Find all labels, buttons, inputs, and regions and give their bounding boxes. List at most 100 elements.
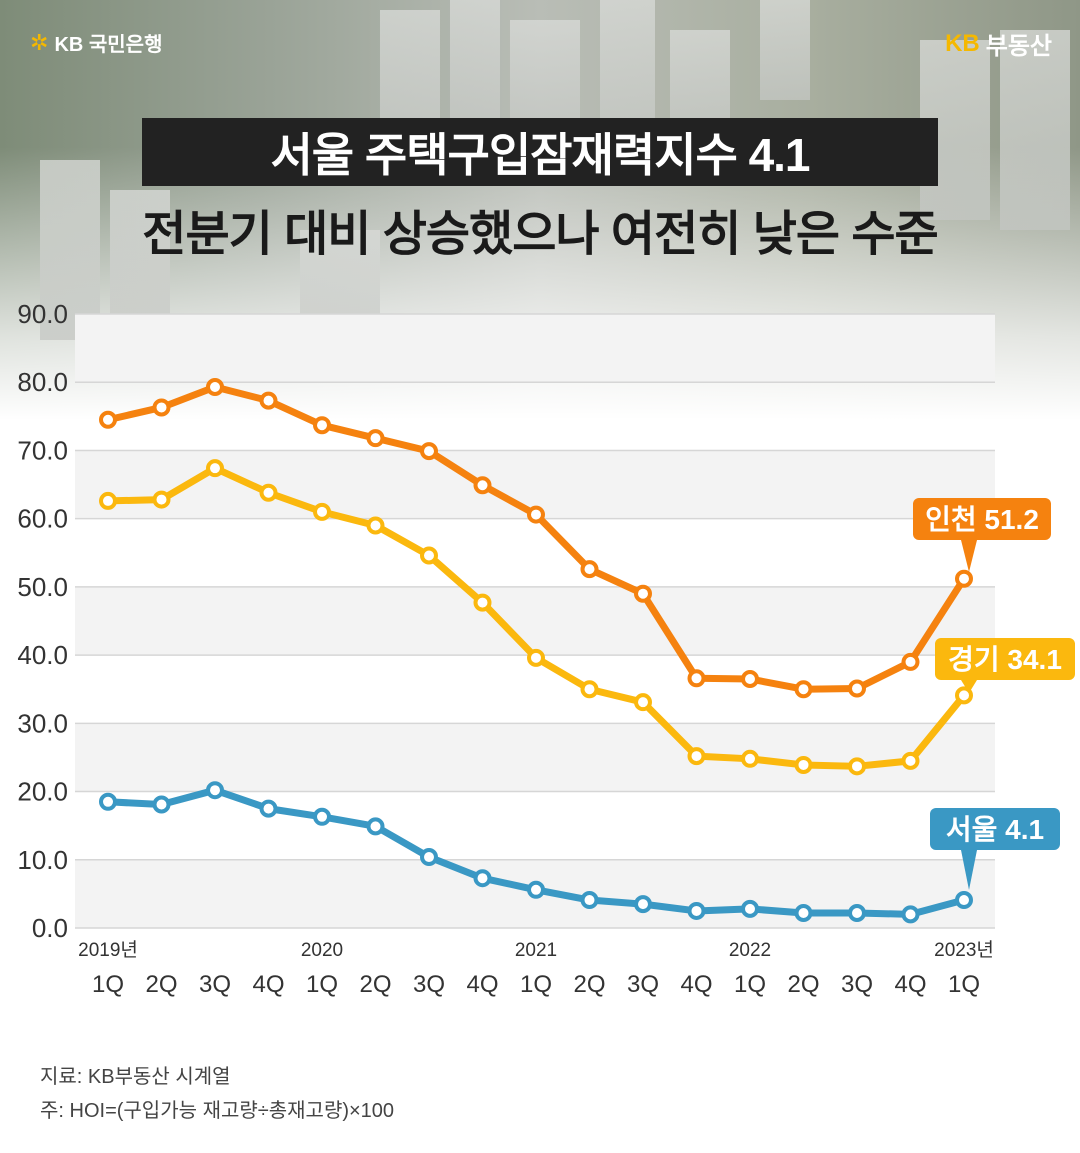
title-line-2: 전분기 대비 상승했으나 여전히 낮은 수준 [142, 208, 938, 261]
callout-pointer [961, 850, 977, 890]
y-tick-label: 0.0 [32, 913, 68, 943]
x-tick-label: 1Q [520, 971, 552, 998]
x-tick-label: 3Q [841, 971, 873, 998]
x-tick-label: 4Q [894, 971, 926, 998]
y-tick-label: 30.0 [17, 708, 68, 738]
data-point [259, 391, 278, 410]
x-tick-label: 2Q [359, 971, 391, 998]
x-tick-label: 2Q [787, 971, 819, 998]
y-tick-label: 10.0 [17, 845, 68, 875]
x-tick-label: 1Q [306, 971, 338, 998]
x-tick-label: 3Q [199, 971, 231, 998]
data-point [473, 476, 492, 495]
y-tick-label: 20.0 [17, 777, 68, 807]
y-tick-label: 70.0 [17, 435, 68, 465]
data-point [206, 377, 224, 396]
data-point [794, 680, 813, 699]
grid-band [75, 586, 995, 656]
x-tick-label: 4Q [680, 971, 712, 998]
data-point [259, 799, 278, 818]
data-point [955, 686, 973, 705]
data-point [99, 491, 117, 510]
data-point [687, 669, 706, 688]
data-point [313, 502, 331, 521]
x-tick-label: 3Q [627, 971, 659, 998]
data-point [366, 516, 385, 535]
data-point [634, 895, 652, 914]
bank-logo-text: KB 국민은행 [54, 34, 163, 56]
data-point [687, 901, 706, 920]
brand-logo-text: 부동산 [985, 33, 1052, 60]
callout-box [913, 498, 1051, 540]
formula-note: 주: HOI=(구입가능 재고량÷총재고량)×100 [40, 1100, 395, 1122]
kb-star-icon: ✲ [30, 29, 49, 55]
data-point [794, 903, 813, 922]
data-point [901, 652, 920, 671]
x-tick-label: 3Q [413, 971, 445, 998]
data-point [206, 459, 224, 478]
x-tick-label: 4Q [252, 971, 284, 998]
source-text: 지료: KB부동산 시계열 [40, 1066, 231, 1088]
data-point [527, 648, 545, 667]
data-point [955, 891, 973, 910]
data-point [259, 483, 278, 502]
data-point [420, 848, 438, 867]
callout-label: 인천 51.2 [925, 504, 1039, 535]
data-point [580, 891, 599, 910]
data-point [366, 429, 385, 448]
data-point [420, 442, 438, 461]
data-point [901, 905, 920, 924]
data-point [313, 807, 331, 826]
grid-band [75, 314, 995, 383]
data-point [206, 781, 224, 800]
data-point [473, 869, 492, 888]
callout-box [930, 808, 1060, 850]
data-point [580, 560, 599, 579]
data-point [634, 584, 652, 603]
callout-label: 경기 34.1 [948, 644, 1062, 675]
line-chart: 0.0 10.0 20.0 30.0 40.0 50.0 60.0 70.0 80.0 90.0 2… [17, 299, 1075, 998]
data-point [152, 795, 171, 814]
x-tick-label: 2Q [573, 971, 605, 998]
data-point [366, 817, 385, 836]
data-point [687, 747, 706, 766]
data-point [152, 398, 171, 417]
data-point [99, 410, 117, 429]
x-year-label: 2022 [729, 940, 771, 961]
data-point [634, 693, 652, 712]
x-tick-label: 4Q [466, 971, 498, 998]
data-point [527, 880, 545, 899]
data-point [741, 899, 759, 918]
data-point [420, 546, 438, 565]
y-tick-label: 90.0 [17, 299, 68, 329]
data-point [848, 757, 866, 776]
data-point [741, 749, 759, 768]
callout-pointer [961, 540, 977, 572]
x-tick-label: 1Q [948, 971, 980, 998]
y-tick-label: 80.0 [17, 367, 68, 397]
data-point [741, 669, 759, 688]
data-point [313, 416, 331, 435]
data-point [152, 490, 171, 509]
data-point [848, 903, 866, 922]
data-point [99, 792, 117, 811]
data-point [848, 679, 866, 698]
x-year-label: 2020 [301, 940, 343, 961]
callout-pointer [961, 680, 977, 693]
data-point [955, 569, 973, 588]
x-tick-label: 1Q [92, 971, 124, 998]
y-tick-label: 50.0 [17, 572, 68, 602]
brand-logo-kb: KB [945, 29, 980, 57]
x-year-label: 2021 [515, 940, 557, 961]
callout-label: 서울 4.1 [946, 814, 1044, 845]
grid-band [75, 723, 995, 792]
data-point [580, 680, 599, 699]
y-tick-label: 60.0 [17, 504, 68, 534]
title-line-1: 서울 주택구입잠재력지수 4.1 [142, 118, 938, 186]
x-year-label: 2019년 [78, 939, 138, 961]
data-point [794, 755, 813, 774]
kb-bank-logo: ✲ KB 국민은행 [30, 28, 162, 57]
y-tick-label: 40.0 [17, 640, 68, 670]
callout-box [935, 638, 1075, 680]
x-year-label: 2023년 [934, 939, 994, 961]
